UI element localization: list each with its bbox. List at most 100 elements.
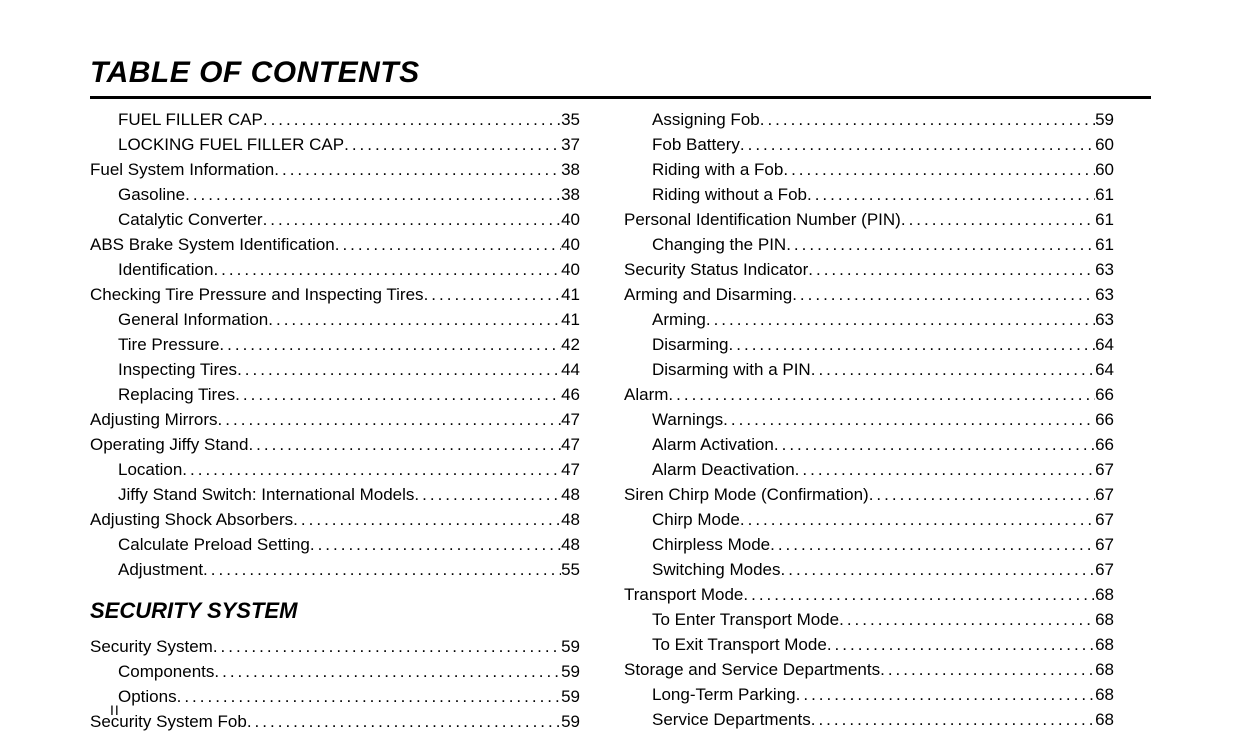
toc-entry-label: Identification (118, 257, 213, 282)
toc-entry-label: Checking Tire Pressure and Inspecting Ti… (90, 282, 424, 307)
toc-entry: FUEL FILLER CAP35 (90, 107, 580, 132)
toc-entry-label: General Information (118, 307, 268, 332)
toc-entry: LOCKING FUEL FILLER CAP 37 (90, 132, 580, 157)
toc-entry-page: 40 (561, 257, 580, 282)
toc-entry-label: Security Status Indicator (624, 257, 808, 282)
toc-dot-leader (781, 557, 1096, 582)
toc-entry-label: Service Departments (652, 707, 811, 732)
toc-entry-page: 67 (1095, 482, 1114, 507)
toc-entry: Checking Tire Pressure and Inspecting Ti… (90, 282, 580, 307)
toc-entry-label: Replacing Tires (118, 382, 235, 407)
toc-entry-page: 48 (561, 482, 580, 507)
toc-entry-label: Security System (90, 634, 213, 659)
toc-entry: Changing the PIN 61 (624, 232, 1114, 257)
toc-entry-page: 44 (561, 357, 580, 382)
toc-entry-page: 40 (561, 232, 580, 257)
toc-entry-label: Alarm Deactivation (652, 457, 795, 482)
toc-entry: Long-Term Parking68 (624, 682, 1114, 707)
toc-entry-label: Changing the PIN (652, 232, 786, 257)
toc-entry-label: Chirpless Mode (652, 532, 770, 557)
toc-dot-leader (213, 634, 561, 659)
toc-entry: Location47 (90, 457, 580, 482)
toc-entry-label: LOCKING FUEL FILLER CAP (118, 132, 344, 157)
toc-entry-page: 41 (561, 282, 580, 307)
toc-dot-leader (770, 532, 1095, 557)
toc-column-right: Assigning Fob59Fob Battery60Riding with … (624, 107, 1114, 734)
toc-dot-leader (263, 107, 561, 132)
toc-entry-label: Fuel System Information (90, 157, 274, 182)
toc-dot-leader (760, 107, 1095, 132)
toc-entry-page: 42 (561, 332, 580, 357)
toc-entry-label: Disarming (652, 332, 729, 357)
toc-entry-page: 61 (1095, 207, 1114, 232)
toc-entry-page: 68 (1095, 707, 1114, 732)
toc-entry-page: 38 (561, 182, 580, 207)
toc-entry-label: Alarm (624, 382, 668, 407)
toc-entry-page: 68 (1095, 582, 1114, 607)
toc-dot-leader (811, 357, 1095, 382)
toc-entry: Calculate Preload Setting48 (90, 532, 580, 557)
toc-entry-label: Switching Modes (652, 557, 781, 582)
toc-dot-leader (235, 382, 561, 407)
toc-entry-label: Arming (652, 307, 706, 332)
toc-entry-page: 46 (561, 382, 580, 407)
toc-entry: Options59 (90, 684, 580, 709)
toc-entry: Alarm Activation66 (624, 432, 1114, 457)
toc-entry-page: 59 (1095, 107, 1114, 132)
toc-entry: Disarming with a PIN64 (624, 357, 1114, 382)
toc-entry: Alarm Deactivation67 (624, 457, 1114, 482)
toc-dot-leader (293, 507, 561, 532)
toc-dot-leader (247, 709, 561, 734)
toc-entry-label: Assigning Fob (652, 107, 760, 132)
toc-dot-leader (723, 407, 1095, 432)
toc-entry-label: Catalytic Converter (118, 207, 263, 232)
toc-entry-label: Components (118, 659, 214, 684)
toc-entry-label: Adjustment (118, 557, 203, 582)
toc-dot-leader (274, 157, 561, 182)
toc-entry: Chirpless Mode 67 (624, 532, 1114, 557)
toc-entry: Fuel System Information38 (90, 157, 580, 182)
toc-entry: Riding with a Fob60 (624, 157, 1114, 182)
toc-entry-page: 63 (1095, 257, 1114, 282)
toc-entry: Arming63 (624, 307, 1114, 332)
toc-dot-leader (424, 282, 562, 307)
toc-dot-leader (740, 132, 1095, 157)
toc-entry-page: 47 (561, 432, 580, 457)
toc-entry-page: 60 (1095, 132, 1114, 157)
page: TABLE OF CONTENTS FUEL FILLER CAP35LOCKI… (0, 0, 1241, 750)
toc-dot-leader (414, 482, 561, 507)
toc-columns: FUEL FILLER CAP35LOCKING FUEL FILLER CAP… (90, 107, 1151, 734)
toc-entry-page: 67 (1095, 532, 1114, 557)
toc-dot-leader (839, 607, 1095, 632)
toc-entry-label: Disarming with a PIN (652, 357, 811, 382)
toc-entry: To Enter Transport Mode68 (624, 607, 1114, 632)
toc-entry-page: 59 (561, 684, 580, 709)
toc-entry-label: Chirp Mode (652, 507, 740, 532)
toc-dot-leader (729, 332, 1096, 357)
toc-entry-page: 59 (561, 634, 580, 659)
toc-dot-leader (807, 182, 1095, 207)
toc-entry-label: Calculate Preload Setting (118, 532, 310, 557)
toc-dot-leader (248, 432, 561, 457)
toc-entry-label: Riding without a Fob (652, 182, 807, 207)
toc-entry-page: 68 (1095, 607, 1114, 632)
toc-dot-leader (740, 507, 1095, 532)
toc-entry-page: 64 (1095, 332, 1114, 357)
toc-entry-label: Siren Chirp Mode (Confirmation) (624, 482, 869, 507)
toc-entry: Adjusting Mirrors47 (90, 407, 580, 432)
horizontal-rule (90, 96, 1151, 99)
toc-entry-label: FUEL FILLER CAP (118, 107, 263, 132)
toc-entry: Inspecting Tires44 (90, 357, 580, 382)
toc-entry-label: Adjusting Shock Absorbers (90, 507, 293, 532)
toc-entry-label: Personal Identification Number (PIN) (624, 207, 901, 232)
toc-dot-leader (213, 257, 561, 282)
toc-entry-label: Riding with a Fob (652, 157, 783, 182)
toc-entry-page: 37 (561, 132, 580, 157)
toc-dot-leader (218, 407, 562, 432)
toc-dot-leader (774, 432, 1095, 457)
toc-entry-label: Arming and Disarming (624, 282, 792, 307)
toc-entry-page: 66 (1095, 432, 1114, 457)
toc-entry-page: 61 (1095, 232, 1114, 257)
toc-entry: Catalytic Converter40 (90, 207, 580, 232)
toc-entry: Personal Identification Number (PIN) 61 (624, 207, 1114, 232)
